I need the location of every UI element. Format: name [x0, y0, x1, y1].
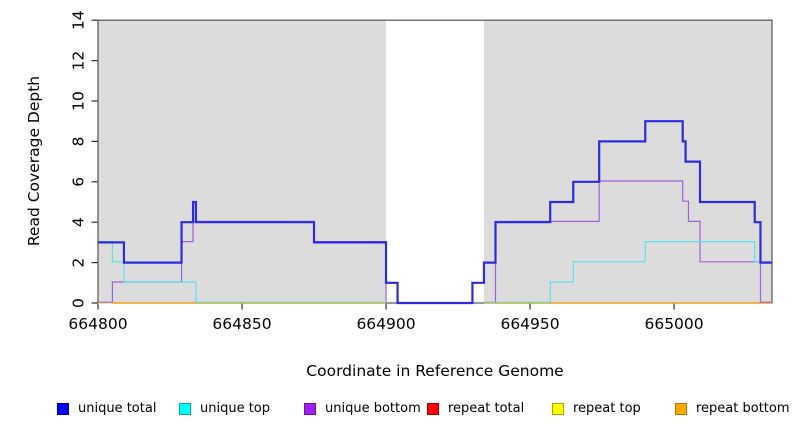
legend-swatch-unique-total: [57, 403, 69, 415]
legend-item-repeat-bottom: repeat bottom: [675, 401, 790, 417]
x-axis-title: Coordinate in Reference Genome: [306, 362, 564, 380]
series-line-unique-total: [98, 120, 772, 305]
y-tick-label: 2: [69, 258, 87, 268]
legend-swatch-repeat-top: [552, 403, 564, 415]
legend-item-repeat-total: repeat total: [427, 401, 524, 417]
shaded-regions: [98, 20, 772, 303]
shaded-region: [483, 20, 772, 303]
legend-item-unique-total: unique total: [57, 401, 156, 417]
series-line-unique-top: [98, 241, 387, 303]
y-tick-label: 8: [69, 136, 87, 146]
x-tick-label: 664850: [212, 315, 271, 333]
legend-item-unique-top: unique top: [179, 401, 270, 417]
legend-label: repeat bottom: [696, 401, 790, 416]
y-tick-label: 0: [69, 298, 87, 308]
x-tick-label: 664900: [356, 315, 415, 333]
y-tick-label: 4: [69, 217, 87, 227]
legend-swatch-repeat-bottom: [675, 403, 687, 415]
legend-swatch-repeat-total: [427, 403, 439, 415]
x-tick-label: 664800: [68, 315, 127, 333]
x-tick-label: 664950: [500, 315, 559, 333]
shaded-region: [98, 20, 387, 303]
axis-ticks: 664800 664850 664900 664950 665000 0 2 4 6 8 10 12 1…: [68, 10, 703, 333]
y-tick-label: 12: [69, 51, 87, 71]
legend-label: unique top: [200, 401, 271, 416]
y-axis-title: Read Coverage Depth: [25, 75, 43, 247]
y-tick-label: 14: [69, 10, 87, 30]
y-tick-label: 10: [69, 91, 87, 111]
y-tick-label: 6: [69, 177, 87, 187]
x-tick-label: 665000: [644, 315, 703, 333]
legend-label: repeat top: [573, 401, 641, 416]
legend-item-unique-bottom: unique bottom: [304, 401, 421, 417]
legend-swatch-unique-bottom: [304, 403, 316, 415]
legend-swatch-unique-top: [179, 403, 191, 415]
legend-label: unique total: [78, 401, 157, 416]
legend-label: repeat total: [448, 401, 525, 416]
legend-item-repeat-top: repeat top: [552, 401, 641, 417]
series-line-unique-top: [483, 241, 772, 303]
series-lines: [98, 120, 772, 305]
legend-label: unique bottom: [325, 401, 421, 416]
